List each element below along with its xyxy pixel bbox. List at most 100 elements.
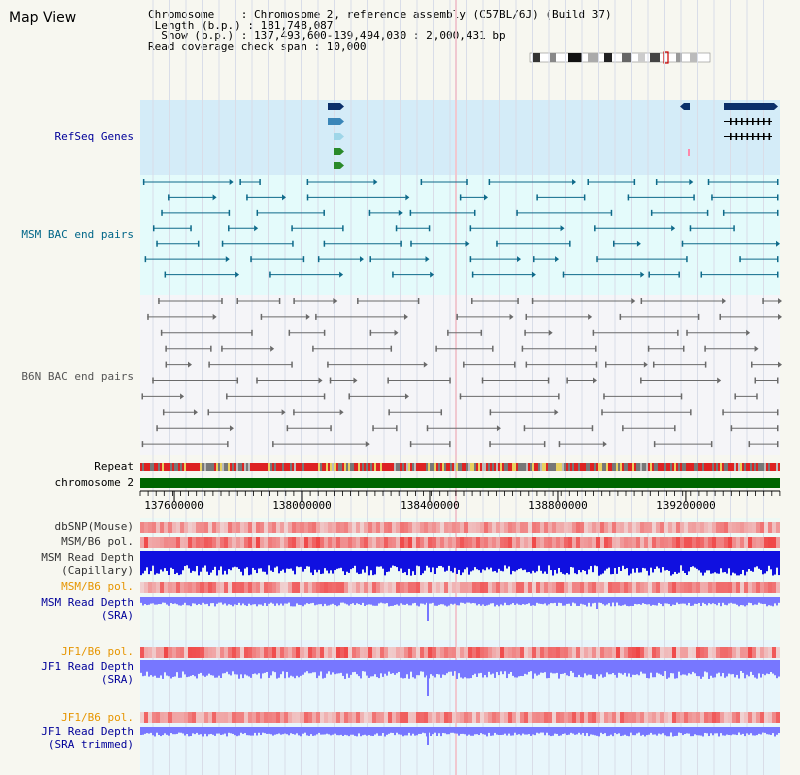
- msm-depth-sra-bar: [660, 597, 662, 604]
- b6n-bac-pair-end: [489, 409, 492, 416]
- heat-cell: [532, 522, 536, 533]
- jf1-depth-trimmed-bar: [578, 727, 580, 733]
- msm-depth-sra-bar: [586, 597, 588, 607]
- msm-depth-capillary-bar: [158, 551, 160, 574]
- heat-cell: [220, 647, 224, 658]
- heat-cell: [528, 522, 532, 533]
- heat-cell: [332, 647, 336, 658]
- repeat-segment: [358, 463, 360, 471]
- msm-depth-capillary-bar: [386, 551, 388, 572]
- msm-depth-capillary-bar: [200, 551, 202, 572]
- msm-depth-capillary-bar: [210, 551, 212, 573]
- jf1-depth-trimmed-bar: [522, 727, 524, 734]
- msm-bac-features[interactable]: [142, 179, 781, 278]
- jf1-depth-sra-bar: [534, 660, 536, 674]
- heat-cell: [284, 647, 288, 658]
- jf1-depth-sra-bar: [740, 660, 742, 672]
- heat-cell: [152, 537, 156, 548]
- repeat-segment: [496, 463, 498, 471]
- msm-depth-sra-bar: [510, 597, 512, 605]
- b6n-bac-pair-end-arrow: [717, 377, 722, 384]
- msm-depth-sra-bar: [570, 597, 572, 606]
- msm-bac-pair-end: [142, 179, 145, 185]
- msm-read-depth-capillary-sublabel: (Capillary): [61, 564, 134, 577]
- repeat-segment: [250, 463, 252, 471]
- b6n-bac-pair-end-arrow: [318, 377, 323, 384]
- heat-cell: [232, 647, 236, 658]
- ideogram-band: [622, 53, 632, 62]
- heat-cell: [164, 522, 168, 533]
- msm-depth-sra-bar: [630, 597, 632, 606]
- repeat-segment: [620, 463, 622, 471]
- msm-depth-sra-bar: [350, 597, 352, 604]
- heat-cell: [748, 537, 752, 548]
- msm-bac-pair-end: [496, 240, 498, 247]
- b6n-bac-pair-end-arrow: [554, 409, 559, 416]
- heat-cell: [432, 582, 436, 593]
- msm-bac-track-label[interactable]: MSM BAC end pairs: [21, 228, 134, 241]
- ideogram-band: [650, 53, 660, 62]
- heat-cell: [252, 712, 256, 723]
- heat-cell: [144, 522, 148, 533]
- refseq-track-label[interactable]: RefSeq Genes: [54, 130, 134, 143]
- repeat-segment: [174, 463, 176, 471]
- heat-cell: [188, 712, 192, 723]
- jf1-depth-trimmed-bar: [398, 727, 400, 735]
- refseq-gene-features[interactable]: [328, 103, 778, 169]
- msm-depth-sra-bar: [344, 597, 346, 604]
- msm-bac-pair-end: [459, 194, 462, 201]
- jf1-depth-sra-bar: [742, 660, 744, 673]
- heat-cell: [512, 582, 516, 593]
- jf1-depth-trimmed-bar: [284, 727, 286, 734]
- msm-depth-capillary-bar: [350, 551, 352, 570]
- heat-cell: [664, 712, 668, 723]
- msm-depth-capillary-bar: [706, 551, 708, 571]
- heat-cell: [732, 712, 736, 723]
- msm-bac-pair-end: [739, 256, 741, 263]
- b6n-bac-features[interactable]: [141, 298, 782, 448]
- msm-depth-capillary-bar: [752, 551, 754, 572]
- jf1-depth-trimmed-bar: [524, 727, 526, 735]
- heat-cell: [288, 712, 292, 723]
- heat-cell: [596, 712, 600, 723]
- msm-depth-capillary-bar: [462, 551, 464, 573]
- msm-depth-sra-bar: [320, 597, 322, 605]
- repeat-segment: [554, 463, 556, 471]
- heat-cell: [580, 537, 584, 548]
- msm-depth-sra-bar: [578, 597, 580, 606]
- msm-bac-pair-end: [707, 179, 710, 185]
- heat-cell: [428, 647, 432, 658]
- heat-cell: [468, 537, 472, 548]
- heat-cell: [692, 522, 696, 533]
- repeat-segment: [634, 463, 636, 471]
- chromosome-ideogram[interactable]: [528, 50, 714, 66]
- msm-depth-sra-bar: [762, 597, 764, 605]
- heat-cell: [472, 522, 476, 533]
- heat-cell: [320, 647, 324, 658]
- heat-cell: [196, 582, 200, 593]
- msm-depth-capillary-bar: [290, 551, 292, 569]
- msm-bac-pair-end: [469, 256, 472, 263]
- heat-cell: [252, 582, 256, 593]
- heat-cell: [668, 647, 672, 658]
- heat-cell: [480, 522, 484, 533]
- repeat-segment: [266, 463, 268, 471]
- jf1-depth-trimmed-bar: [600, 727, 602, 733]
- axis-tick-label: 138400000: [400, 499, 460, 512]
- jf1-depth-sra-bar: [618, 660, 620, 673]
- b6n-bac-track-label[interactable]: B6N BAC end pairs: [21, 370, 134, 383]
- jf1-depth-sra-bar: [486, 660, 488, 678]
- msm-depth-capillary-bar: [520, 551, 522, 569]
- heat-cell: [232, 537, 236, 548]
- heat-cell: [744, 712, 748, 723]
- repeat-segment: [292, 463, 294, 471]
- repeat-segment: [374, 463, 376, 471]
- repeat-segment: [532, 463, 534, 471]
- heat-cell: [760, 582, 764, 593]
- repeat-segment: [734, 463, 736, 471]
- msm-depth-capillary-bar: [448, 551, 450, 566]
- heat-cell: [316, 537, 320, 548]
- msm-depth-capillary-bar: [336, 551, 338, 569]
- msm-bac-pair-end: [686, 256, 688, 263]
